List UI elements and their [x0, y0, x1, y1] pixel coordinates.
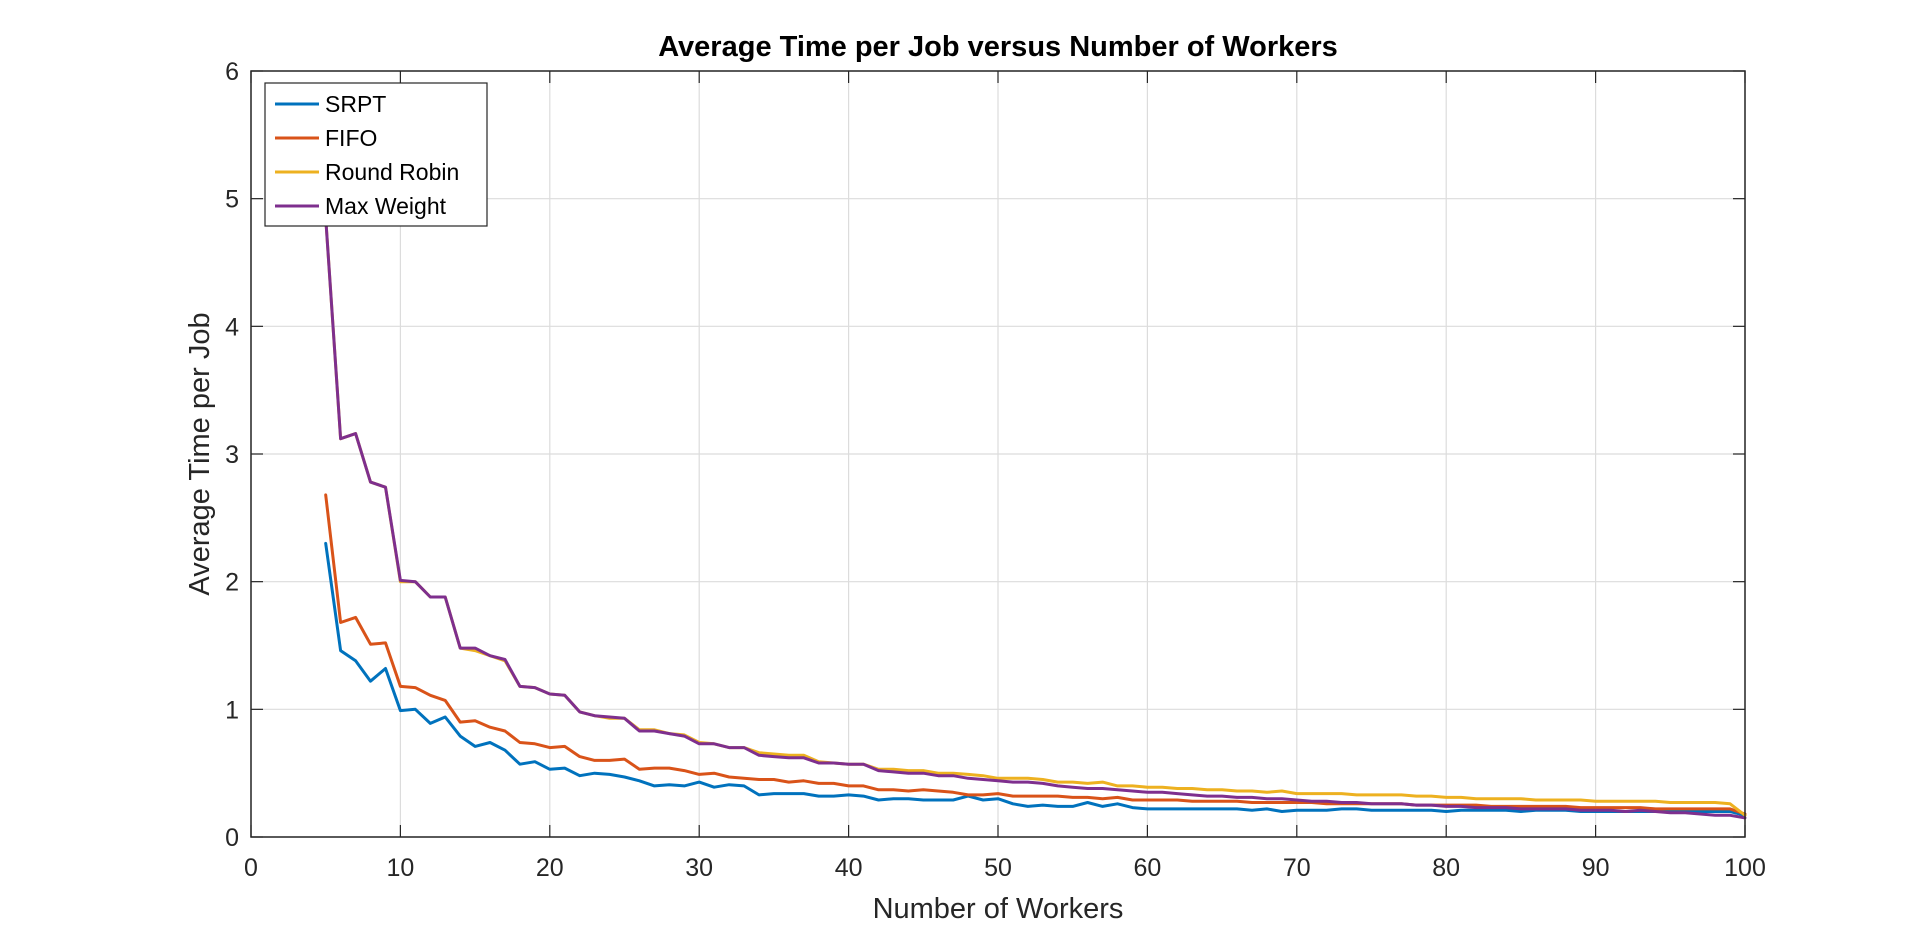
y-tick-label: 0 [225, 824, 239, 852]
series-line-max-weight [324, 216, 1747, 820]
x-tick-label: 80 [1432, 854, 1460, 882]
legend-label-round-robin: Round Robin [325, 159, 459, 185]
y-tick-label: 2 [225, 569, 239, 597]
x-tick-label: 30 [685, 854, 713, 882]
y-tick-label: 1 [225, 696, 239, 724]
legend-box [264, 82, 488, 227]
legend-entry-round-robin: Round Robin [275, 159, 459, 185]
ticks [250, 70, 1746, 838]
legend-entry-srpt: SRPT [275, 91, 386, 117]
x-tick-label: 70 [1283, 854, 1311, 882]
y-tick-label: 6 [225, 58, 239, 86]
chart-title: Average Time per Job versus Number of Wo… [658, 31, 1338, 63]
y-tick-label: 3 [225, 441, 239, 469]
legend-entry-max-weight: Max Weight [275, 193, 447, 219]
x-tick-label: 60 [1133, 854, 1161, 882]
x-tick-label: 0 [244, 854, 258, 882]
x-tick-label: 50 [984, 854, 1012, 882]
x-tick-label: 20 [536, 854, 564, 882]
x-tick-label: 100 [1724, 854, 1766, 882]
x-tick-label: 90 [1582, 854, 1610, 882]
y-axis-label: Average Time per Job [184, 312, 216, 595]
legend-label-fifo: FIFO [325, 125, 377, 151]
x-tick-label: 40 [835, 854, 863, 882]
series-lines [324, 216, 1747, 820]
legend: SRPT FIFO Round Robin Max Weight [264, 82, 488, 227]
legend-label-srpt: SRPT [325, 91, 386, 117]
tick-labels: 0 10 20 30 40 50 60 70 80 90 100 0 1 2 3 4 5 6 [225, 58, 1766, 882]
y-tick-label: 5 [225, 186, 239, 214]
series-line-srpt [324, 541, 1747, 817]
x-axis-label: Number of Workers [873, 893, 1124, 925]
x-tick-label: 10 [386, 854, 414, 882]
legend-entry-fifo: FIFO [275, 125, 377, 151]
legend-label-max-weight: Max Weight [325, 193, 447, 219]
y-tick-label: 4 [225, 313, 239, 341]
